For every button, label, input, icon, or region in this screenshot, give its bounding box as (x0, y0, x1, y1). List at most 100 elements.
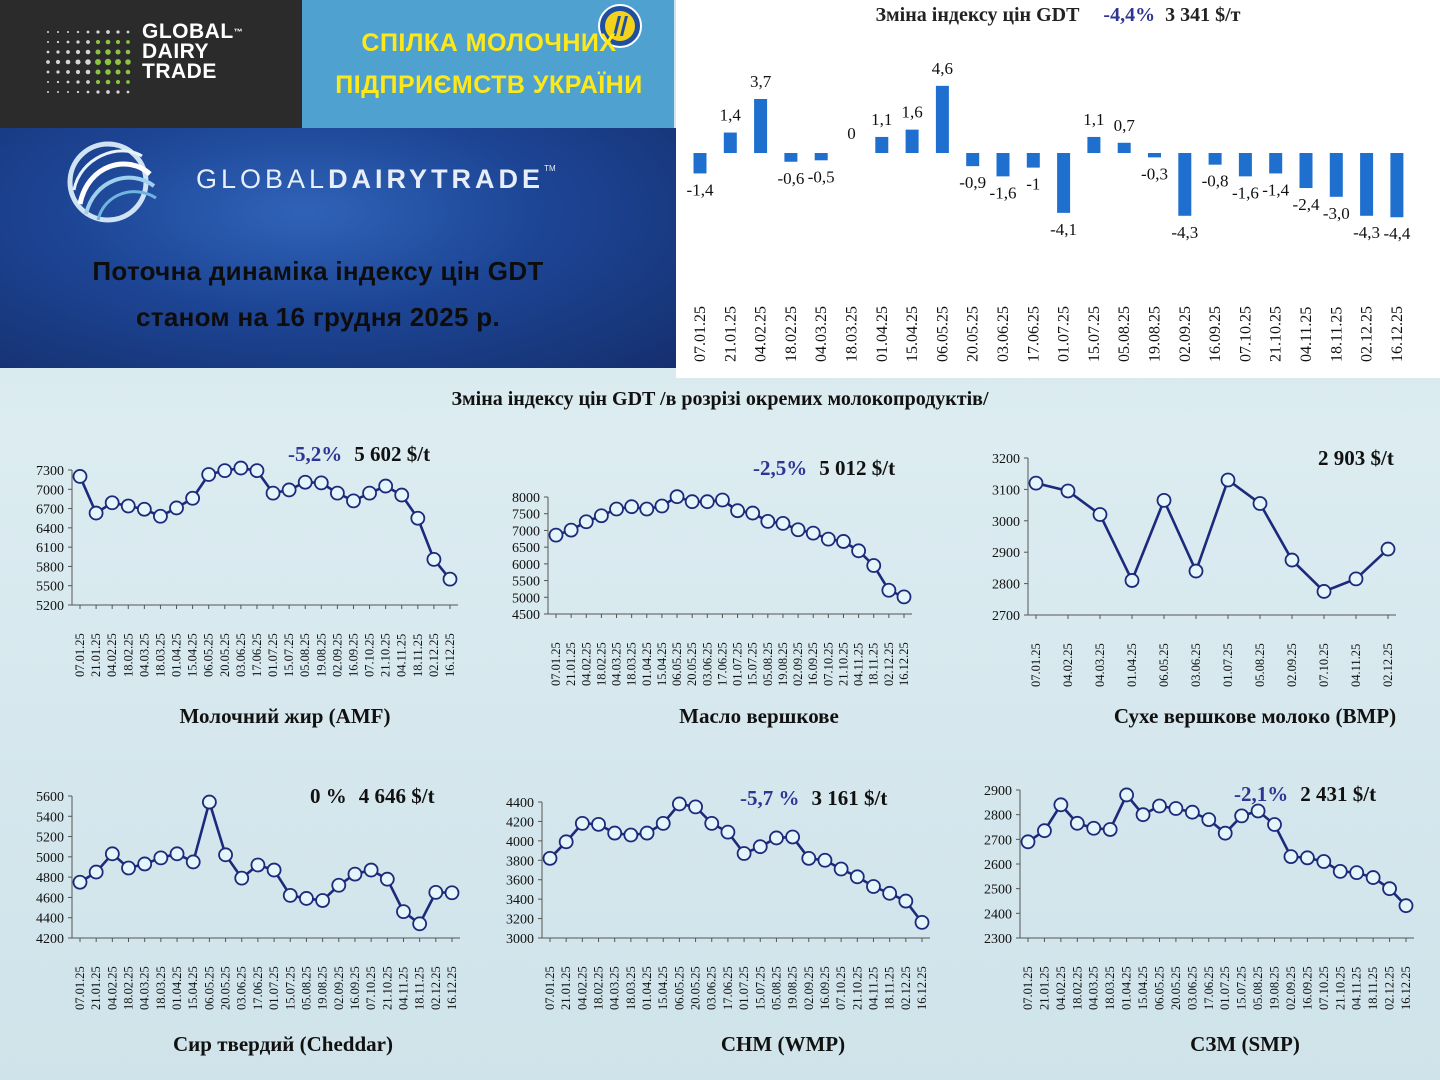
data-point-18.02.25 (591, 816, 606, 832)
x-tick-label: 05.08.25 (299, 966, 313, 1010)
bar-value-label: -0,8 (1202, 172, 1229, 191)
bar-04.03.25 (814, 153, 828, 161)
data-point-04.03.25 (607, 825, 623, 841)
x-tick-label: 01.07.25 (267, 966, 281, 1010)
chart-butter-plot: 4500500055006000650070007500800007.01.25… (512, 489, 912, 686)
y-tick-label: 2500 (984, 883, 1012, 898)
x-tick-label: 20.05.25 (218, 633, 232, 677)
chart-cheddar-change: 0 % (310, 784, 347, 808)
gdt-logo-line-1: GLOBAL™ (142, 20, 244, 43)
data-point-06.05.25 (1156, 492, 1172, 508)
bar-category-label: 18.11.25 (1328, 307, 1345, 362)
data-point-05.08.25 (299, 891, 314, 906)
chart-cheddar-plot: 4200 4400 4600 4800 5000 5200 5400 5600 07.01.25… (36, 790, 460, 1010)
chart-butter-change: -2,5% (753, 456, 808, 480)
x-tick-label: 01.07.25 (266, 633, 280, 677)
x-tick-label: 18.11.25 (883, 967, 897, 1010)
data-point-02.12.25 (1382, 881, 1397, 897)
x-tick-label: 21.01.25 (89, 966, 103, 1010)
data-point-17.06.25 (1201, 812, 1217, 827)
x-tick-label: 21.10.25 (850, 966, 864, 1010)
section-title: Зміна індексу цін GDT /в розрізі окремих… (451, 388, 989, 410)
data-point-01.04.25 (1124, 573, 1140, 588)
chart-wmp: 3000 3200 3400 3600 3800 4000 4200 4400 07.01.25… (480, 760, 960, 1080)
x-tick-label: 04.11.25 (1349, 644, 1363, 687)
data-point-04.11.25 (396, 904, 411, 920)
data-point-15.04.25 (185, 854, 201, 870)
data-point-15.04.25 (654, 498, 670, 514)
series-line (555, 495, 905, 599)
y-tick-label: 5000 (512, 591, 540, 606)
bar-01.07.25 (1057, 153, 1071, 213)
chart-wmp-change: -5,7 % (740, 786, 800, 810)
x-tick-label: 21.01.25 (1037, 966, 1051, 1010)
bar-15.07.25 (1087, 136, 1101, 153)
y-tick-label: 5800 (36, 560, 64, 575)
x-tick-label: 15.07.25 (1235, 966, 1249, 1010)
x-tick-label: 18.02.25 (594, 642, 608, 686)
bar-value-label: -0,5 (808, 167, 835, 186)
data-point-04.03.25 (1086, 820, 1102, 836)
x-tick-label: 07.10.25 (834, 966, 848, 1010)
gdt-logo-dot (46, 60, 50, 64)
gdt-logo-dot (56, 80, 60, 84)
data-point-01.04.25 (639, 825, 655, 841)
x-tick-label: 03.06.25 (1185, 966, 1199, 1010)
x-tick-label: 20.05.25 (1169, 966, 1183, 1010)
bar-16.09.25 (1208, 153, 1222, 165)
x-tick-label: 18.02.25 (1070, 966, 1084, 1010)
data-point-21.01.25 (88, 505, 104, 521)
gdt-logo-dot (125, 69, 131, 75)
y-tick-label: 6000 (512, 558, 540, 573)
data-point-01.07.25 (1217, 825, 1233, 841)
x-tick-label: 01.04.25 (1125, 643, 1139, 687)
bar-value-label: -1,4 (687, 180, 714, 199)
chart-cheddar-price: 4 646 $/t (358, 784, 435, 808)
gdt-logo-dot (65, 59, 71, 65)
x-tick-label: 01.04.25 (170, 966, 184, 1010)
data-point-21.10.25 (1332, 864, 1348, 879)
x-tick-label: 17.06.25 (1202, 966, 1216, 1010)
bar-value-label: -0,9 (959, 173, 986, 192)
x-tick-label: 15.07.25 (746, 642, 760, 686)
x-tick-label: 06.05.25 (1152, 966, 1166, 1010)
bar-category-label: 21.01.25 (722, 306, 739, 362)
y-tick-label: 2600 (984, 858, 1012, 873)
data-point-04.02.25 (104, 495, 120, 511)
gdt-logo-line-2: DAIRY (142, 40, 210, 63)
gdt-index-price: 3 341 $/т (1165, 4, 1241, 26)
x-tick-label: 19.08.25 (1268, 966, 1282, 1010)
data-point-21.10.25 (378, 478, 394, 494)
data-point-16.12.25 (1398, 898, 1414, 914)
series-line (1035, 477, 1389, 593)
chart-wmp-price: 3 161 $/t (811, 786, 888, 810)
data-point-04.02.25 (1053, 797, 1069, 813)
data-point-02.09.25 (329, 485, 345, 501)
bar-category-label: 15.07.25 (1086, 306, 1103, 362)
data-point-18.03.25 (623, 827, 639, 843)
data-point-01.07.25 (265, 485, 281, 501)
gdt-logo-dot (47, 81, 49, 83)
data-point-07.01.25 (548, 527, 564, 543)
bar-value-label: 1,6 (901, 103, 922, 122)
data-point-18.03.25 (153, 850, 169, 866)
chart-smp-change: -2,1% (1234, 782, 1289, 806)
bar-value-label: 3,7 (750, 72, 772, 91)
x-tick-label: 16.12.25 (1399, 966, 1413, 1010)
data-point-04.02.25 (104, 846, 120, 862)
data-point-07.10.25 (1316, 854, 1332, 869)
x-tick-label: 21.10.25 (1333, 966, 1347, 1010)
gdt-logo-dot (47, 31, 49, 33)
x-tick-label: 03.06.25 (700, 642, 714, 686)
bar-03.06.25 (996, 153, 1010, 177)
y-tick-label: 4400 (506, 796, 534, 811)
bar-category-label: 04.02.25 (753, 306, 770, 362)
x-tick-label: 18.11.25 (1366, 967, 1380, 1010)
data-point-16.12.25 (914, 914, 930, 930)
y-tick-label: 3200 (992, 452, 1020, 467)
x-tick-label: 21.10.25 (836, 642, 850, 686)
y-tick-label: 2800 (984, 809, 1012, 824)
y-tick-label: 4200 (506, 815, 534, 830)
y-tick-label: 3100 (992, 483, 1020, 498)
bar-value-label: -4,3 (1353, 223, 1380, 242)
